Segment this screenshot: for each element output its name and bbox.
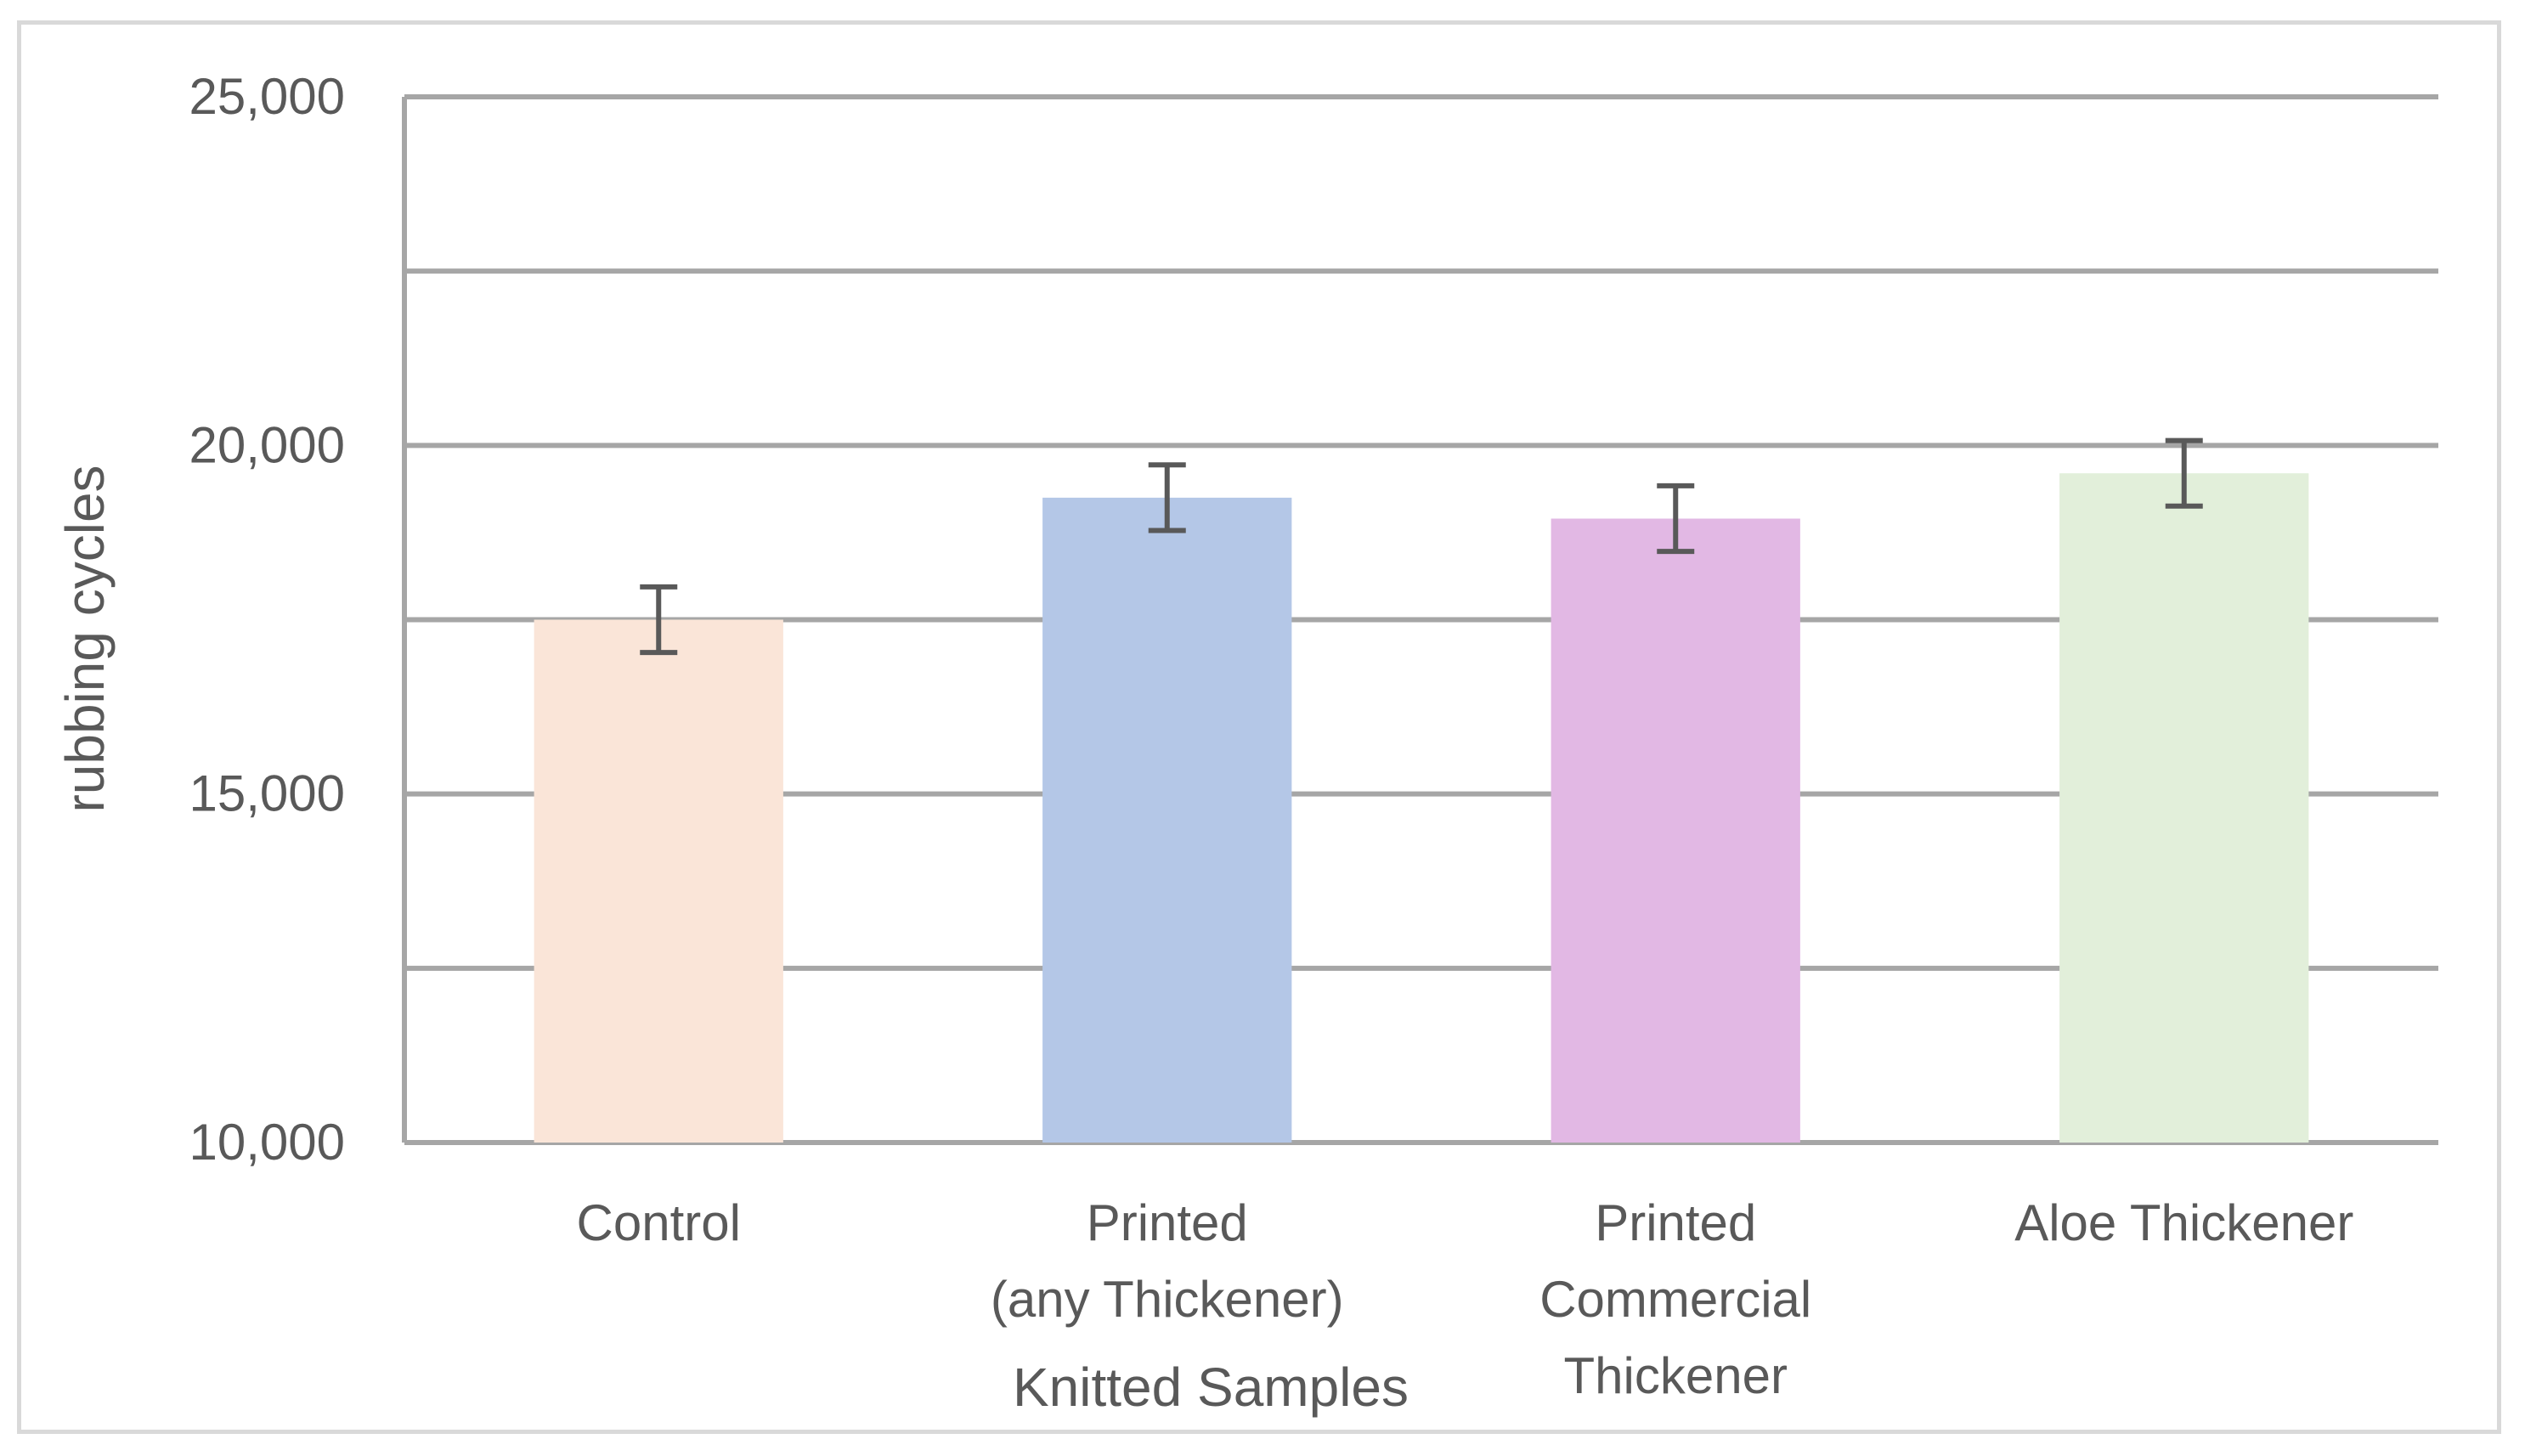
x-category-label: Control bbox=[577, 1194, 741, 1251]
y-tick-label: 20,000 bbox=[189, 416, 345, 473]
y-tick-label: 15,000 bbox=[189, 765, 345, 822]
x-category-label: Aloe Thickener bbox=[2014, 1194, 2353, 1251]
y-tick-label: 25,000 bbox=[189, 68, 345, 125]
x-axis-title: Knitted Samples bbox=[1013, 1357, 1409, 1418]
bar bbox=[534, 619, 783, 1143]
bar bbox=[1042, 497, 1292, 1143]
bar bbox=[2059, 473, 2309, 1143]
x-category-labels: Control Printed (any Thickener) Printed Comm… bbox=[577, 1194, 2354, 1404]
bar bbox=[1551, 518, 1800, 1143]
y-tick-labels: 10,000 15,000 20,000 25,000 bbox=[189, 68, 345, 1171]
y-axis-title: rubbing cycles bbox=[54, 465, 116, 812]
x-category-label: Printed (any Thickener) bbox=[991, 1194, 1344, 1328]
error-bars bbox=[640, 437, 2203, 656]
y-tick-label: 10,000 bbox=[189, 1114, 345, 1171]
x-category-label: Printed Commercial Thickener bbox=[1539, 1194, 1811, 1404]
bars bbox=[534, 473, 2309, 1143]
